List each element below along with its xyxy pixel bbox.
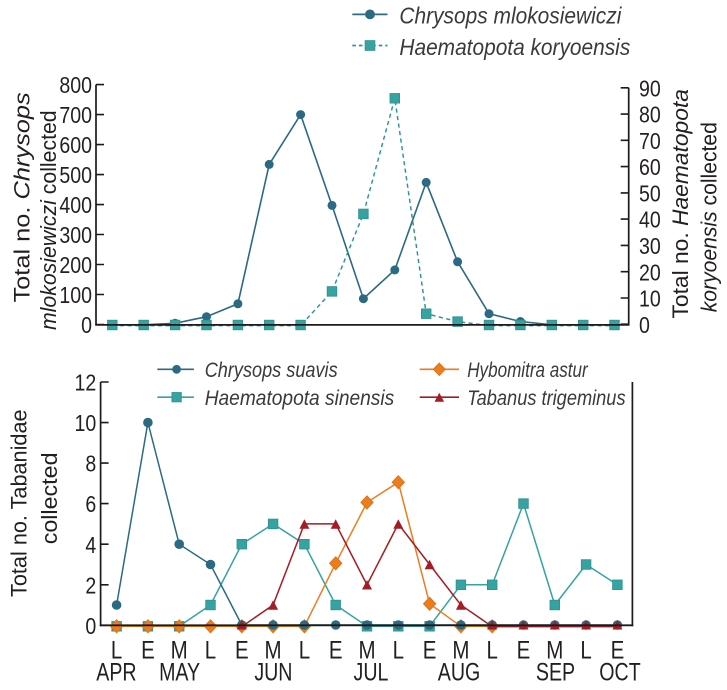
svg-text:600: 600 xyxy=(59,133,92,159)
svg-text:JUL: JUL xyxy=(354,658,389,686)
svg-text:JUN: JUN xyxy=(254,658,292,686)
svg-text:E: E xyxy=(423,636,437,664)
svg-text:Total no. Tabanidae: Total no. Tabanidae xyxy=(6,409,31,597)
svg-text:Total no. Chrysops: Total no. Chrysops xyxy=(10,92,35,302)
svg-text:L: L xyxy=(111,636,122,664)
svg-text:L: L xyxy=(393,636,404,664)
svg-text:E: E xyxy=(235,636,249,664)
svg-text:mlokosiewiczi collected: mlokosiewiczi collected xyxy=(36,110,62,330)
svg-text:8: 8 xyxy=(85,451,96,477)
svg-text:M: M xyxy=(452,636,469,664)
svg-text:50: 50 xyxy=(639,181,661,207)
svg-text:OCT: OCT xyxy=(599,658,641,686)
svg-text:30: 30 xyxy=(639,233,661,259)
svg-text:Hybomitra astur: Hybomitra astur xyxy=(467,358,589,382)
svg-text:70: 70 xyxy=(639,128,661,154)
svg-text:10: 10 xyxy=(75,411,97,437)
svg-text:MAY: MAY xyxy=(159,658,200,686)
svg-text:Haematopota koryoensis: Haematopota koryoensis xyxy=(399,34,630,60)
svg-text:20: 20 xyxy=(639,260,661,286)
svg-text:E: E xyxy=(517,636,531,664)
svg-text:0: 0 xyxy=(81,313,92,339)
svg-text:E: E xyxy=(141,636,155,664)
svg-text:300: 300 xyxy=(59,223,92,249)
svg-text:M: M xyxy=(171,636,188,664)
svg-text:L: L xyxy=(299,636,310,664)
svg-text:SEP: SEP xyxy=(536,658,575,686)
svg-text:koryoensis collected: koryoensis collected xyxy=(696,122,722,312)
svg-text:E: E xyxy=(329,636,343,664)
svg-text:Tabanus trigeminus: Tabanus trigeminus xyxy=(467,387,625,411)
svg-text:90: 90 xyxy=(639,76,661,102)
svg-text:40: 40 xyxy=(639,207,661,233)
svg-text:60: 60 xyxy=(639,155,661,181)
svg-text:Chrysops mlokosiewiczi: Chrysops mlokosiewiczi xyxy=(399,3,622,29)
svg-text:M: M xyxy=(358,636,375,664)
svg-text:L: L xyxy=(205,636,216,664)
svg-text:AUG: AUG xyxy=(438,658,481,686)
svg-text:4: 4 xyxy=(85,532,96,558)
svg-text:500: 500 xyxy=(59,163,92,189)
svg-text:100: 100 xyxy=(59,283,92,309)
svg-text:L: L xyxy=(486,636,497,664)
svg-text:200: 200 xyxy=(59,253,92,279)
svg-text:collected: collected xyxy=(36,452,62,544)
svg-text:M: M xyxy=(265,636,282,664)
svg-text:Total no. Haematopota: Total no. Haematopota xyxy=(667,89,693,318)
svg-text:0: 0 xyxy=(85,613,96,639)
svg-text:400: 400 xyxy=(59,193,92,219)
svg-text:80: 80 xyxy=(639,102,661,128)
svg-text:6: 6 xyxy=(85,492,96,518)
svg-text:M: M xyxy=(546,636,563,664)
svg-text:L: L xyxy=(580,636,591,664)
svg-text:2: 2 xyxy=(85,573,96,599)
svg-text:700: 700 xyxy=(59,103,92,129)
svg-text:APR: APR xyxy=(96,658,136,686)
svg-text:Chrysops suavis: Chrysops suavis xyxy=(205,359,338,383)
svg-text:10: 10 xyxy=(639,286,661,312)
svg-text:0: 0 xyxy=(639,312,650,338)
svg-text:E: E xyxy=(611,636,625,664)
svg-text:Haematopota sinensis: Haematopota sinensis xyxy=(205,387,395,410)
svg-text:12: 12 xyxy=(75,370,97,396)
svg-text:800: 800 xyxy=(59,73,92,99)
